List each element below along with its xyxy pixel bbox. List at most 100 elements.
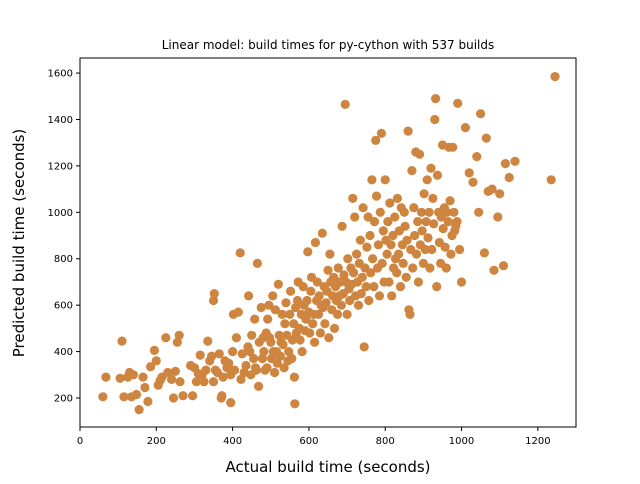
data-point bbox=[314, 291, 324, 301]
data-point bbox=[226, 398, 236, 408]
data-point bbox=[415, 149, 425, 159]
data-point bbox=[446, 249, 456, 259]
data-point bbox=[420, 244, 430, 255]
data-point bbox=[400, 221, 410, 231]
data-point bbox=[217, 391, 227, 401]
y-tick-label: 200 bbox=[54, 393, 73, 404]
data-point bbox=[203, 336, 213, 346]
data-point bbox=[423, 233, 433, 243]
y-tick-label: 400 bbox=[54, 347, 73, 358]
data-point bbox=[302, 295, 312, 306]
data-point bbox=[401, 272, 411, 282]
data-point bbox=[369, 282, 379, 292]
data-point bbox=[493, 212, 503, 222]
data-point bbox=[131, 389, 142, 400]
data-point bbox=[275, 351, 285, 361]
data-point bbox=[388, 230, 398, 241]
data-point bbox=[504, 172, 514, 183]
data-point bbox=[298, 282, 308, 292]
data-point bbox=[119, 392, 129, 402]
x-axis-ticks: 0 200 400 600 800 1000 1200 bbox=[77, 427, 551, 447]
data-point bbox=[292, 295, 303, 306]
x-tick-label: 400 bbox=[223, 436, 242, 447]
data-point bbox=[254, 381, 264, 391]
y-tick-label: 1000 bbox=[48, 208, 73, 219]
data-point bbox=[424, 207, 434, 217]
data-point bbox=[168, 393, 179, 403]
data-point bbox=[364, 295, 374, 306]
data-point bbox=[274, 330, 284, 340]
data-point bbox=[278, 340, 288, 350]
data-point bbox=[207, 351, 217, 361]
data-point bbox=[495, 189, 505, 199]
data-point bbox=[455, 244, 465, 255]
data-point bbox=[468, 177, 478, 187]
data-point bbox=[237, 349, 247, 359]
data-point bbox=[195, 350, 205, 360]
data-point bbox=[384, 277, 394, 287]
data-point bbox=[359, 342, 369, 352]
data-point bbox=[387, 291, 397, 301]
data-point bbox=[479, 248, 489, 258]
data-point bbox=[290, 399, 300, 409]
data-point bbox=[464, 168, 474, 178]
data-point bbox=[374, 291, 385, 301]
data-point bbox=[101, 372, 111, 382]
data-point bbox=[429, 219, 439, 229]
data-point bbox=[256, 302, 266, 313]
data-point bbox=[361, 282, 371, 292]
x-tick-label: 600 bbox=[299, 436, 318, 447]
data-point bbox=[245, 347, 255, 357]
data-point bbox=[303, 247, 313, 257]
data-point bbox=[343, 254, 353, 264]
data-point bbox=[385, 198, 395, 208]
data-point bbox=[172, 337, 182, 347]
data-point bbox=[432, 282, 442, 292]
data-point bbox=[408, 263, 418, 273]
data-point bbox=[250, 314, 260, 324]
data-point bbox=[163, 367, 173, 378]
data-point bbox=[134, 405, 144, 415]
data-point bbox=[308, 319, 318, 329]
data-point bbox=[143, 396, 153, 407]
data-point bbox=[287, 353, 297, 364]
data-point bbox=[306, 286, 316, 296]
data-point bbox=[418, 258, 428, 268]
data-point bbox=[426, 163, 436, 173]
data-point bbox=[280, 319, 290, 329]
data-point bbox=[281, 298, 291, 308]
data-point bbox=[392, 268, 402, 278]
data-point bbox=[332, 309, 343, 319]
data-point bbox=[329, 272, 339, 282]
x-axis-label: Actual build time (seconds) bbox=[225, 458, 430, 476]
data-point bbox=[272, 358, 282, 368]
data-point bbox=[191, 377, 201, 387]
data-point bbox=[247, 330, 257, 340]
data-point bbox=[349, 268, 359, 278]
data-point bbox=[377, 258, 387, 268]
data-point bbox=[402, 235, 412, 245]
data-point bbox=[273, 279, 283, 289]
x-tick-label: 200 bbox=[147, 436, 166, 447]
data-point bbox=[263, 314, 273, 324]
data-point bbox=[398, 258, 408, 268]
data-point bbox=[285, 309, 295, 319]
data-point bbox=[336, 300, 346, 310]
data-point bbox=[445, 196, 455, 206]
data-point bbox=[368, 254, 378, 264]
data-point bbox=[410, 230, 420, 241]
data-point bbox=[421, 217, 431, 227]
data-point bbox=[228, 347, 238, 357]
data-point bbox=[422, 175, 432, 185]
data-point bbox=[146, 362, 156, 372]
data-point bbox=[259, 347, 269, 357]
data-point bbox=[337, 221, 347, 231]
data-point bbox=[312, 277, 322, 287]
data-point bbox=[262, 363, 272, 373]
data-point bbox=[233, 307, 243, 317]
data-point bbox=[371, 135, 381, 145]
data-point bbox=[117, 336, 127, 346]
data-point bbox=[188, 391, 198, 401]
data-point bbox=[329, 323, 340, 333]
